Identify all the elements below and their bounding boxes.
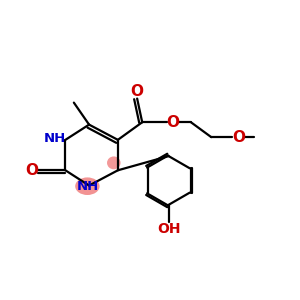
Text: OH: OH xyxy=(157,222,180,236)
Text: O: O xyxy=(232,130,245,145)
Ellipse shape xyxy=(107,156,121,169)
Ellipse shape xyxy=(75,177,100,195)
Text: NH: NH xyxy=(76,180,98,193)
Text: O: O xyxy=(26,163,39,178)
Text: O: O xyxy=(130,84,143,99)
Text: NH: NH xyxy=(44,132,66,145)
Text: O: O xyxy=(166,115,179,130)
